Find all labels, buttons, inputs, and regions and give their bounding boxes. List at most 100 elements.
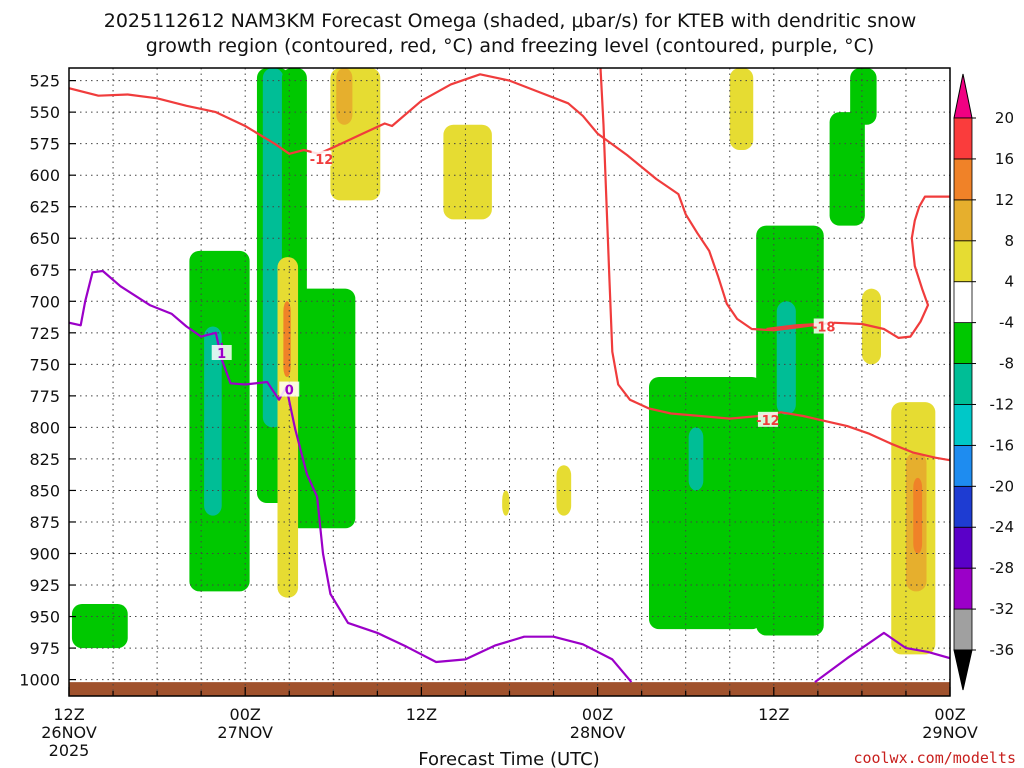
colorbar-swatch-8 (953, 281, 973, 324)
contour-label-bg-freezing-level (279, 381, 300, 397)
colorbar-swatch-0 (953, 608, 973, 651)
contour-label-bg-dgz-upper (311, 150, 332, 166)
contour-lines: -12 -12 -18 0 1 (69, 68, 950, 683)
y-tick-label-6: 675 (29, 261, 60, 280)
colorbar-swatch-10 (953, 199, 973, 242)
x-tick-date-0: 26NOV (41, 723, 97, 742)
contour-freezing-level-east (814, 631, 950, 683)
x-tick-year-0: 2025 (49, 741, 90, 760)
colorbar-label-1: -32 (990, 600, 1015, 618)
colorbar-swatch-1 (953, 567, 973, 610)
omega-region-12 (556, 465, 572, 516)
chart-title-line2: growth region (contoured, red, °C) and f… (146, 35, 875, 57)
colorbar-label-6: -12 (990, 395, 1015, 413)
plot-area: -12 -12 -18 0 1 (68, 67, 951, 697)
omega-region-0 (71, 603, 128, 649)
omega-region-16 (756, 225, 824, 636)
y-tick-label-12: 825 (29, 450, 60, 469)
colorbar-label-12: 16 (995, 150, 1014, 168)
colorbar: -36 -32 -28 -24 -20 -16 -12 -8 -4 4 8 12 16 20 (953, 73, 1015, 691)
y-tick-label-1: 550 (29, 103, 60, 122)
y-tick-label-19: 1000 (19, 671, 60, 690)
y-tick-label-15: 900 (29, 545, 60, 564)
contour-label-dgz-18: -18 (812, 321, 836, 336)
omega-region-19 (850, 68, 877, 125)
omega-region-2 (204, 326, 222, 516)
y-tick-label-4: 625 (29, 198, 60, 217)
x-tick-date-1: 27NOV (217, 723, 273, 742)
colorbar-swatch-5 (953, 404, 973, 446)
colorbar-label-3: -24 (990, 518, 1015, 536)
colorbar-label-4: -20 (990, 477, 1015, 495)
colorbar-label-5: -16 (990, 436, 1015, 454)
contour-dgz-upper (69, 73, 950, 339)
y-tick-label-16: 925 (29, 576, 60, 595)
contour-label-freezing-small: 1 (217, 347, 226, 362)
contour-label-freezing-level: 0 (285, 384, 294, 399)
omega-region-5 (289, 288, 356, 529)
x-axis-label: Forecast Time (UTC) (418, 749, 599, 768)
chart-title-line1: 2025112612 NAM3KM Forecast Omega (shaded… (104, 10, 917, 32)
omega-region-24 (913, 477, 923, 554)
colorbar-swatch-3 (953, 485, 973, 528)
colorbar-swatch-7 (953, 322, 973, 364)
y-tick-label-2: 575 (29, 135, 60, 154)
y-tick-label-17: 950 (29, 608, 60, 627)
contour-dgz-18 (766, 322, 818, 331)
omega-region-7 (277, 257, 299, 598)
contour-label-bg-freezing-small (211, 344, 232, 360)
colorbar-label-13: 20 (995, 109, 1014, 127)
x-tick-label-5: 00Z (934, 705, 965, 724)
colorbar-label-2: -28 (990, 559, 1015, 577)
x-tick-label-1: 00Z (230, 705, 261, 724)
x-tick-label-3: 00Z (582, 705, 613, 724)
omega-region-21 (729, 68, 754, 150)
contour-label-bg-dgz-18 (813, 318, 834, 334)
contour-label-dgz-upper: -12 (310, 153, 334, 168)
y-tick-label-9: 750 (29, 355, 60, 374)
colorbar-label-11: 12 (995, 191, 1014, 209)
omega-region-10 (336, 68, 353, 125)
omega-region-8 (283, 301, 291, 377)
contour-label-dgz-lower: -12 (756, 414, 780, 429)
y-tick-label-18: 975 (29, 639, 60, 658)
colorbar-label-9: 4 (1004, 273, 1014, 291)
y-tick-label-0: 525 (29, 72, 60, 91)
y-tick-label-7: 700 (29, 292, 60, 311)
colorbar-label-8: -4 (999, 314, 1014, 332)
x-tick-label-0: 12Z (53, 705, 84, 724)
credit-text: coolwx.com/modelts (853, 749, 1016, 767)
x-tick-date-3: 28NOV (570, 723, 626, 742)
colorbar-label-10: 8 (1004, 232, 1014, 250)
x-tick-label-2: 12Z (406, 705, 437, 724)
x-tick-date-5: 29NOV (922, 723, 978, 742)
y-tick-label-11: 800 (29, 418, 60, 437)
x-tick-label-4: 12Z (758, 705, 789, 724)
colorbar-swatch-6 (953, 363, 973, 405)
omega-region-11 (443, 124, 492, 220)
colorbar-swatch-9 (953, 240, 973, 283)
omega-region-13 (502, 490, 510, 516)
y-tick-label-14: 875 (29, 513, 60, 532)
omega-region-17 (776, 301, 796, 415)
contour-label-bg-dgz-lower (757, 411, 778, 427)
y-axis: 525 550 575 600 625 650 675 700 725 750 775 800 825 8… (19, 72, 76, 690)
contour-dgz-lower (599, 68, 950, 462)
colorbar-swatch-12 (953, 117, 973, 160)
y-tick-label-5: 650 (29, 229, 60, 248)
omega-region-14 (648, 376, 763, 630)
y-tick-label-10: 775 (29, 387, 60, 406)
colorbar-swatch-4 (953, 444, 973, 487)
colorbar-label-0: -36 (990, 641, 1015, 659)
omega-region-15 (688, 427, 704, 491)
y-tick-label-13: 850 (29, 481, 60, 500)
colorbar-bottom-arrow (953, 649, 973, 691)
colorbar-swatch-2 (953, 526, 973, 569)
omega-region-6 (281, 68, 307, 302)
y-tick-label-3: 600 (29, 166, 60, 185)
y-tick-label-8: 725 (29, 324, 60, 343)
omega-region-18 (829, 112, 865, 226)
colorbar-label-7: -8 (999, 355, 1014, 373)
